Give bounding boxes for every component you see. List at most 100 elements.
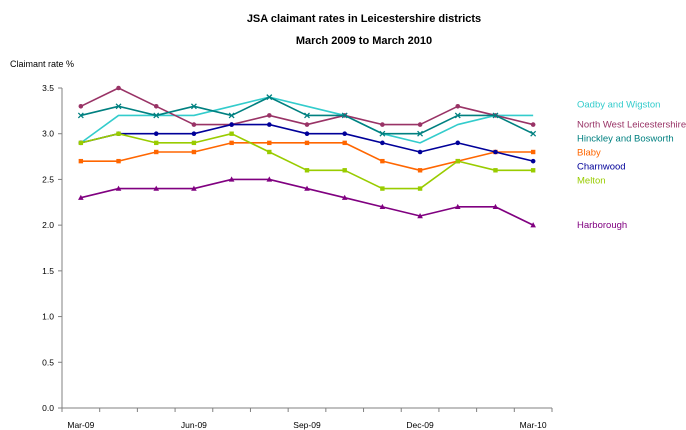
data-point <box>304 112 310 119</box>
data-point <box>530 168 536 173</box>
legend-label-hinckley-and-bosworth: Hinckley and Bosworth <box>577 134 674 145</box>
data-point <box>493 168 498 173</box>
data-point <box>530 122 536 127</box>
chart-subtitle: March 2009 to March 2010 <box>296 35 432 47</box>
data-point <box>493 149 498 155</box>
data-point <box>78 140 84 146</box>
data-point <box>153 185 160 191</box>
data-point <box>191 122 197 127</box>
data-point <box>341 194 348 200</box>
legend-label-blaby: Blaby <box>577 148 601 159</box>
data-point <box>530 158 536 164</box>
data-point <box>455 103 461 109</box>
data-point <box>455 140 461 146</box>
data-point <box>454 203 461 210</box>
data-point <box>153 103 159 109</box>
data-point <box>379 203 386 210</box>
data-point <box>530 130 537 137</box>
data-point <box>116 158 121 164</box>
data-point <box>266 176 273 182</box>
data-point <box>342 131 347 137</box>
data-point <box>417 122 423 127</box>
legend-label-harborough: Harborough <box>577 220 627 231</box>
data-point <box>304 140 310 146</box>
y-tick-label: 1.5 <box>42 266 54 276</box>
y-tick-label: 3.5 <box>42 83 54 93</box>
data-point <box>78 158 84 164</box>
data-point <box>191 185 197 191</box>
x-tick-label: Jun-09 <box>181 420 207 430</box>
data-point <box>417 130 424 137</box>
data-point <box>229 131 234 136</box>
data-point <box>154 149 159 155</box>
data-point <box>455 158 460 164</box>
legend-label-oadby-and-wigston: Oadby and Wigston <box>577 99 660 110</box>
data-point <box>304 168 310 173</box>
data-point <box>342 168 347 173</box>
data-point <box>228 176 235 182</box>
data-point <box>78 194 84 200</box>
legend-label-melton: Melton <box>577 176 606 187</box>
data-point <box>380 122 385 127</box>
data-point <box>190 103 197 110</box>
data-point <box>417 213 423 219</box>
legend-label-charnwood: Charnwood <box>577 162 626 173</box>
series-melton <box>78 131 536 191</box>
data-point <box>304 185 310 191</box>
data-point <box>266 94 273 101</box>
data-point <box>492 203 499 210</box>
data-point <box>417 186 423 191</box>
data-point <box>341 112 348 119</box>
y-tick-label: 0.5 <box>42 357 54 367</box>
data-point <box>153 112 160 119</box>
data-point <box>380 140 385 146</box>
y-tick-label: 2.5 <box>42 174 54 184</box>
legend: Oadby and Wigston North West Leicestershi… <box>577 99 686 231</box>
data-point <box>191 140 197 146</box>
data-point <box>304 122 310 127</box>
series-hinckley-and-bosworth <box>77 94 537 137</box>
series-harborough <box>78 176 536 228</box>
x-tick-label: Dec-09 <box>406 420 434 430</box>
y-axis-title: Claimant rate % <box>10 59 74 69</box>
y-tick-label: 3.0 <box>42 129 54 139</box>
data-point <box>78 103 84 109</box>
data-point <box>267 149 272 155</box>
data-point <box>267 122 272 127</box>
data-point <box>417 149 423 155</box>
data-point <box>380 158 385 164</box>
data-point <box>229 140 234 146</box>
data-point <box>417 168 423 173</box>
data-point <box>116 85 121 91</box>
axes <box>61 88 552 409</box>
chart-title: JSA claimant rates in Leicestershire dis… <box>247 13 481 25</box>
x-tick-label: Sep-09 <box>293 420 321 430</box>
data-point <box>191 131 197 137</box>
data-point <box>454 112 461 119</box>
data-point <box>492 112 499 119</box>
y-tick-label: 1.0 <box>42 312 54 322</box>
x-tick-label: Mar-10 <box>520 420 547 430</box>
data-point <box>228 112 235 119</box>
data-point <box>153 131 159 137</box>
data-point <box>380 186 385 191</box>
series-layer <box>77 85 537 228</box>
y-tick-label: 0.0 <box>42 403 54 413</box>
data-point <box>304 131 310 137</box>
y-ticks: 0.0 0.5 1.0 1.5 2.0 2.5 3.0 3.5 <box>42 83 62 413</box>
x-tick-label: Mar-09 <box>67 420 94 430</box>
data-point <box>267 140 272 146</box>
x-ticks: Mar-09 Jun-09 Sep-09 Dec-09 Mar-10 <box>61 408 553 430</box>
series-line <box>80 142 534 172</box>
data-point <box>116 131 121 136</box>
data-point <box>77 112 84 119</box>
data-point <box>342 140 347 146</box>
data-point <box>530 222 536 228</box>
data-point <box>229 122 234 127</box>
data-point <box>267 113 272 118</box>
y-tick-label: 2.0 <box>42 220 54 230</box>
data-point <box>191 149 197 155</box>
data-point <box>115 185 122 191</box>
data-point <box>154 140 159 146</box>
